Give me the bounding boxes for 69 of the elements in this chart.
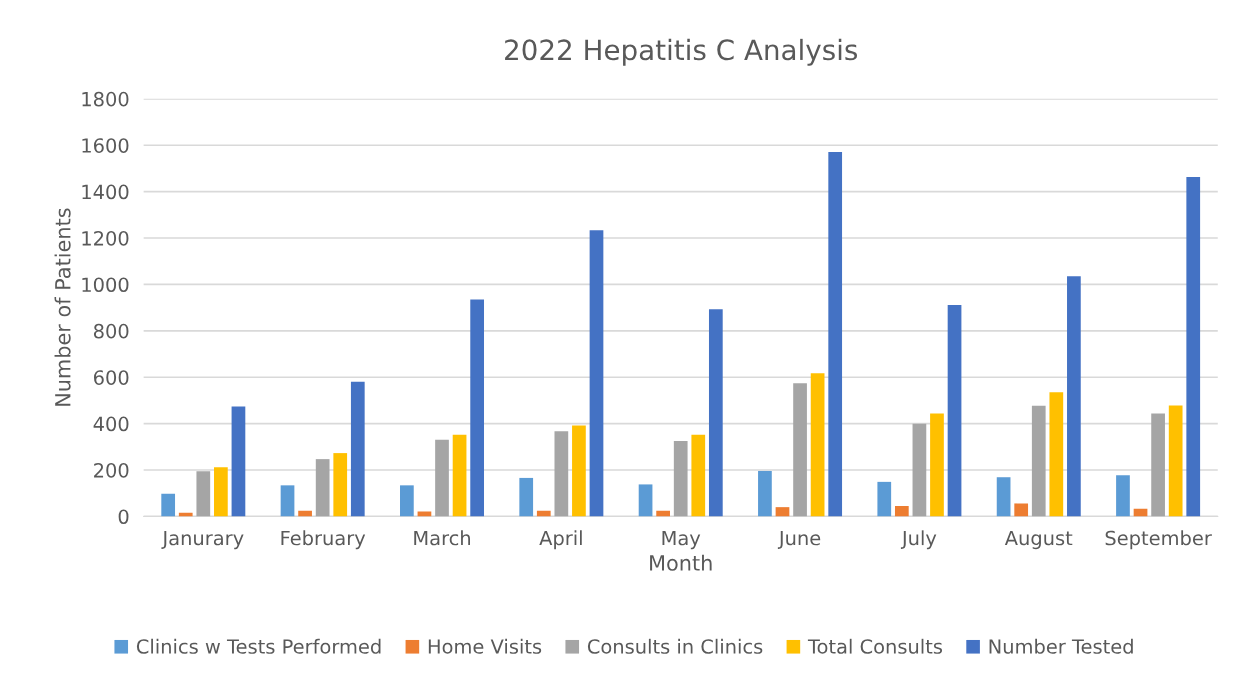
bar [930, 413, 944, 517]
x-tick-label: March [414, 530, 470, 546]
bar [536, 510, 551, 517]
bar [1151, 413, 1165, 517]
bar [691, 434, 706, 517]
x-tick-label: July [900, 530, 937, 550]
bar [161, 493, 176, 517]
legend-label: Total Consults [807, 638, 943, 654]
bar [214, 467, 228, 517]
bar [333, 453, 348, 517]
y-tick-label: 0 [118, 509, 129, 525]
y-axis-title: Number of Patients [54, 208, 71, 406]
bar [350, 381, 365, 517]
x-tick-label: February [281, 530, 366, 550]
legend-label: Home Visits [428, 638, 542, 654]
bar [894, 505, 909, 517]
bar [793, 383, 807, 517]
bar [452, 434, 467, 517]
x-tick-label: Janurary [161, 530, 244, 550]
y-tick-label: 1600 [82, 138, 129, 153]
bar [1168, 405, 1183, 517]
x-tick-label: April [539, 530, 582, 550]
bar [298, 510, 312, 517]
legend-label: Consults in Clinics [587, 638, 763, 654]
y-tick-label: 1800 [82, 91, 129, 107]
bar [828, 151, 843, 517]
y-tick-label: 1000 [82, 277, 129, 293]
bar [231, 406, 246, 517]
bar [470, 299, 485, 517]
bar [196, 471, 211, 517]
bar [554, 431, 569, 517]
bar [656, 510, 670, 517]
x-tick-label: June [777, 530, 821, 549]
y-tick-label: 1200 [82, 230, 129, 246]
x-axis-title: Month [650, 554, 712, 571]
bar [519, 477, 534, 517]
y-tick-label: 800 [93, 323, 129, 339]
chart-title: 2022 Hepatitis C Analysis [505, 38, 858, 66]
y-tick-label: 1400 [82, 184, 129, 200]
bar [947, 305, 962, 517]
x-tick-label: September [1105, 530, 1212, 550]
bar [315, 459, 330, 517]
legend-label: Clinics w Tests Performed [136, 638, 381, 654]
bar [810, 373, 825, 517]
y-tick-label: 200 [94, 462, 129, 478]
bar [638, 484, 653, 517]
y-tick-label: 600 [93, 370, 129, 385]
bar [1116, 475, 1130, 517]
bar [708, 309, 723, 517]
x-tick-label: August [1004, 530, 1073, 550]
bar [877, 481, 892, 517]
x-tick-label: May [662, 530, 701, 550]
bar [400, 485, 414, 517]
bar [1014, 503, 1029, 517]
bar [1049, 392, 1064, 517]
legend-label: Number Tested [989, 638, 1133, 654]
bar [280, 485, 295, 517]
bar [996, 477, 1011, 517]
bar [435, 439, 449, 517]
y-tick-label: 400 [93, 416, 129, 432]
bar [775, 507, 790, 517]
bar [912, 423, 927, 517]
bar [1186, 177, 1201, 517]
bar [1031, 405, 1046, 517]
bar [1067, 276, 1081, 517]
bar [758, 470, 772, 517]
bar [673, 441, 688, 517]
bar [589, 230, 604, 517]
bar [572, 425, 586, 517]
